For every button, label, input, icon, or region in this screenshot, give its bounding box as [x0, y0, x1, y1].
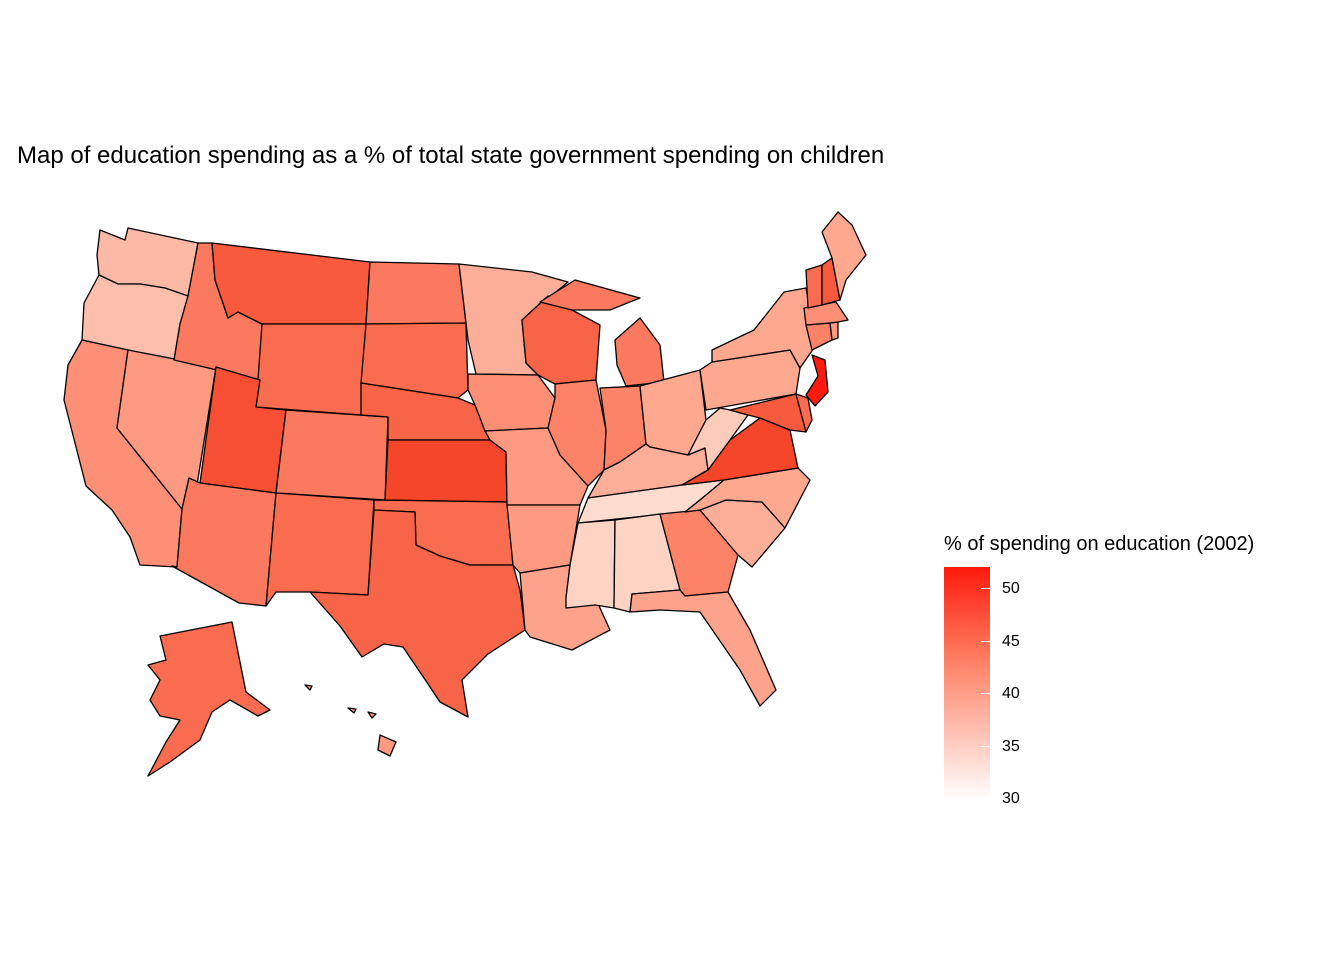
map-title: Map of education spending as a % of tota… — [17, 142, 885, 169]
state-alaska[interactable]: Alaska — [147, 621, 271, 777]
state-north-dakota[interactable]: North Dakota — [365, 261, 467, 325]
state-florida[interactable]: Florida — [629, 589, 777, 707]
legend-tick-label: 40 — [1002, 685, 1020, 702]
legend-tick-label: 45 — [1002, 633, 1020, 650]
state-north-carolina[interactable]: North Carolina — [684, 467, 811, 529]
state-montana[interactable]: Montana — [211, 242, 371, 325]
state-colorado[interactable]: Colorado — [275, 409, 389, 501]
legend-tick-label: 35 — [1002, 738, 1020, 755]
state-new-york[interactable]: New York — [711, 287, 817, 369]
legend-tick-label: 30 — [1002, 790, 1020, 807]
state-arkansas[interactable]: Arkansas — [506, 504, 581, 574]
state-kansas[interactable]: Kansas — [384, 439, 508, 503]
legend-colorbar — [944, 567, 990, 800]
legend-tickmark — [981, 641, 990, 642]
legend-tickmark — [981, 588, 990, 589]
legend-tickmark — [981, 746, 990, 747]
state-arizona[interactable]: Arizona — [171, 477, 277, 607]
state-new-mexico[interactable]: New Mexico — [265, 492, 375, 607]
state-wyoming[interactable]: Wyoming — [255, 323, 367, 416]
state-south-dakota[interactable]: South Dakota — [360, 322, 469, 399]
state-delaware[interactable]: Delaware — [795, 393, 813, 433]
state-texas[interactable]: Texas — [309, 509, 526, 718]
state-hawaii[interactable]: Hawaii — [304, 684, 397, 757]
state-massachusetts[interactable]: Massachusetts — [803, 301, 849, 326]
state-iowa[interactable]: Iowa — [467, 373, 556, 432]
legend-tick-label: 50 — [1002, 580, 1020, 597]
state-maine[interactable]: Maine — [821, 211, 867, 301]
state-vermont[interactable]: Vermont — [805, 264, 823, 309]
state-new-jersey[interactable]: New Jersey — [805, 354, 829, 407]
state-illinois[interactable]: Illinois — [547, 379, 607, 487]
legend-title: % of spending on education (2002) — [944, 533, 1255, 555]
state-rhode-island[interactable]: Rhode Island — [829, 321, 839, 341]
legend-tickmark — [981, 693, 990, 694]
